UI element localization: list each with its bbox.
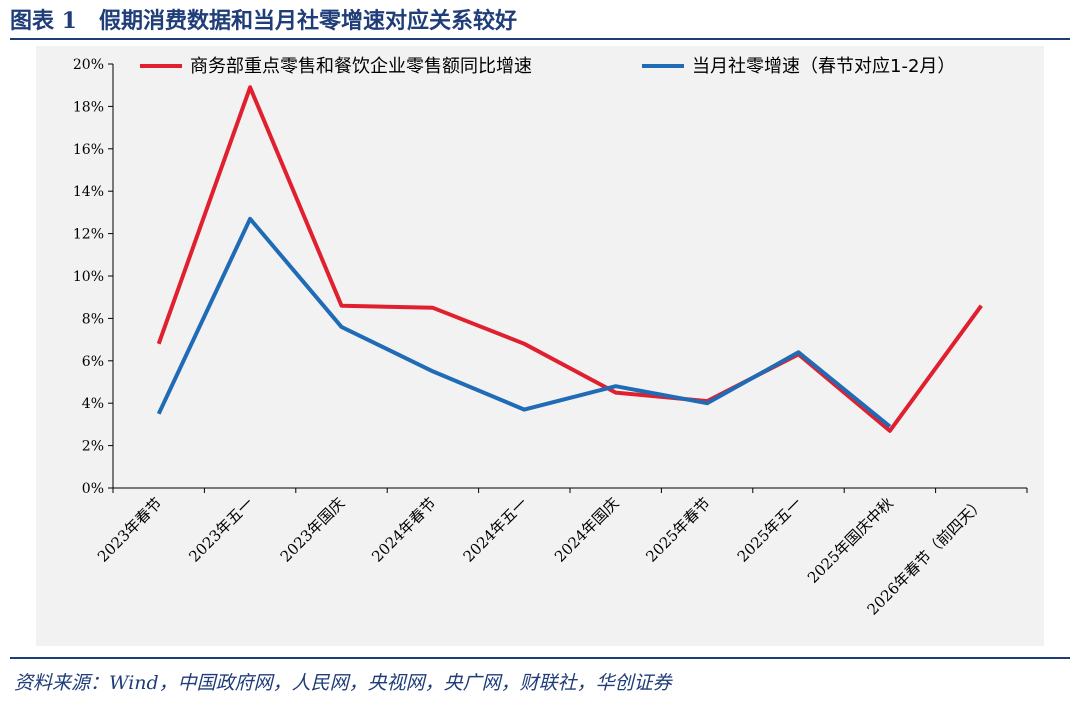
data-point [614, 391, 618, 395]
header-divider [10, 38, 1070, 40]
y-tick-label: 0% [82, 481, 104, 497]
series-line-1 [156, 85, 983, 433]
y-tick-label: 12% [73, 227, 104, 243]
series-line-2 [156, 216, 892, 429]
data-point [340, 325, 344, 329]
data-point [157, 412, 161, 416]
y-tick-label: 18% [73, 99, 104, 115]
data-point [340, 304, 344, 308]
x-category-label: 2024年五一 [460, 494, 532, 566]
data-point [522, 342, 526, 346]
x-category-label: 2023年五一 [185, 494, 257, 566]
chart-panel: 0% 2% 4% 6% 8% 10% 12% 14% 16% 18% 20% 2023年春节 2023年… [36, 46, 1044, 646]
data-point [705, 401, 709, 405]
chart-axes: 0% 2% 4% 6% 8% 10% 12% 14% 16% 18% 20% 2023年春节 2023年… [73, 57, 1028, 619]
y-tick-label: 6% [82, 354, 104, 370]
data-point [797, 350, 801, 354]
y-tick-label: 8% [82, 311, 104, 327]
footer-divider [10, 657, 1070, 659]
legend-label-1: 商务部重点零售和餐饮企业零售额同比增速 [190, 56, 532, 77]
x-category-label: 2023年春节 [94, 494, 166, 566]
y-tick-label: 14% [73, 184, 104, 200]
data-point [888, 425, 892, 429]
data-point [248, 217, 252, 221]
y-tick-label: 16% [73, 142, 104, 158]
data-point [248, 85, 252, 89]
data-point [157, 342, 161, 346]
y-tick-label: 4% [82, 396, 104, 412]
figure-title: 图表 1 假期消费数据和当月社零增速对应关系较好 [10, 8, 517, 34]
y-tick-label: 10% [73, 269, 104, 285]
source-note: 资料来源：Wind，中国政府网，人民网，央视网，央广网，财联社，华创证券 [14, 672, 672, 694]
legend-label-2: 当月社零增速（春节对应1-2月） [692, 56, 955, 77]
data-point [522, 408, 526, 412]
y-tick-label: 2% [82, 439, 104, 455]
x-category-label: 2023年国庆 [277, 494, 349, 566]
figure-header: 图表 1 假期消费数据和当月社零增速对应关系较好 [0, 0, 1080, 40]
x-category-label: 2025年五一 [734, 494, 806, 566]
x-category-label: 2025年国庆中秋 [804, 494, 897, 587]
data-point [979, 304, 983, 308]
x-category-label: 2024年国庆 [551, 494, 623, 566]
y-tick-label: 20% [73, 57, 104, 73]
line-chart: 0% 2% 4% 6% 8% 10% 12% 14% 16% 18% 20% 2023年春节 2023年… [73, 56, 1028, 619]
chart-series [156, 85, 983, 433]
data-point [888, 429, 892, 433]
x-category-label: 2024年春节 [368, 494, 440, 566]
data-point [431, 306, 435, 310]
x-category-label: 2025年春节 [642, 494, 714, 566]
data-point [614, 384, 618, 388]
data-point [431, 369, 435, 373]
chart-legend: 商务部重点零售和餐饮企业零售额同比增速 当月社零增速（春节对应1-2月） [140, 56, 955, 77]
